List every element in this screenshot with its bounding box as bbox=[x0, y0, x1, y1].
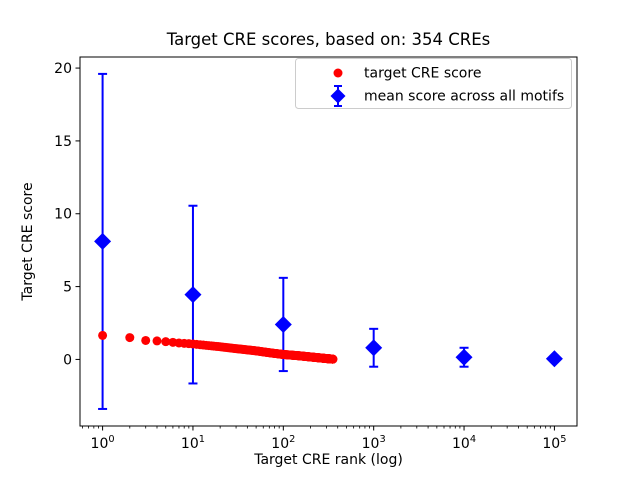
diamond-marker bbox=[184, 286, 202, 304]
series-mean-score bbox=[94, 72, 563, 410]
axes-frame bbox=[79, 56, 578, 427]
y-axis: 0 5 10 15 20 Target CRE score bbox=[20, 61, 80, 368]
scatter-dot bbox=[328, 354, 338, 364]
x-tick-label: 101 bbox=[181, 434, 205, 452]
y-tick-label: 15 bbox=[54, 134, 72, 150]
y-tick-label: 20 bbox=[54, 61, 72, 77]
diamond-marker bbox=[365, 339, 383, 357]
legend-label: mean score across all motifs bbox=[364, 89, 564, 105]
y-tick-label: 5 bbox=[63, 280, 72, 296]
x-axis: 100 101 102 103 104 105 Target CRE rank (log) bbox=[82, 426, 566, 468]
legend-diamond-marker bbox=[330, 88, 346, 104]
scatter-dot bbox=[161, 337, 171, 347]
legend-box bbox=[295, 58, 572, 109]
scatter-dot bbox=[152, 336, 162, 346]
y-axis-label: Target CRE score bbox=[20, 182, 36, 301]
y-tick-label: 0 bbox=[63, 352, 72, 368]
x-tick-label: 103 bbox=[362, 434, 386, 452]
x-tick-label: 104 bbox=[452, 434, 476, 452]
x-tick-label: 105 bbox=[542, 434, 566, 452]
series-target-cre-score bbox=[98, 330, 338, 364]
diamond-marker bbox=[274, 315, 292, 333]
x-tick-label: 102 bbox=[271, 434, 295, 452]
scatter-dot bbox=[98, 330, 108, 340]
diamond-marker bbox=[455, 348, 473, 366]
scatter-dot bbox=[125, 333, 135, 343]
diamond-marker bbox=[545, 350, 563, 368]
legend: target CRE score mean score across all mo… bbox=[295, 58, 572, 109]
chart-title: Target CRE scores, based on: 354 CREs bbox=[166, 30, 491, 49]
x-axis-label: Target CRE rank (log) bbox=[253, 452, 403, 468]
y-tick-label: 10 bbox=[54, 207, 72, 223]
diamond-marker bbox=[94, 232, 112, 250]
x-tick-label: 100 bbox=[91, 434, 115, 452]
legend-circle-marker bbox=[333, 68, 343, 78]
legend-label: target CRE score bbox=[364, 66, 481, 82]
scatter-dot bbox=[141, 335, 151, 345]
